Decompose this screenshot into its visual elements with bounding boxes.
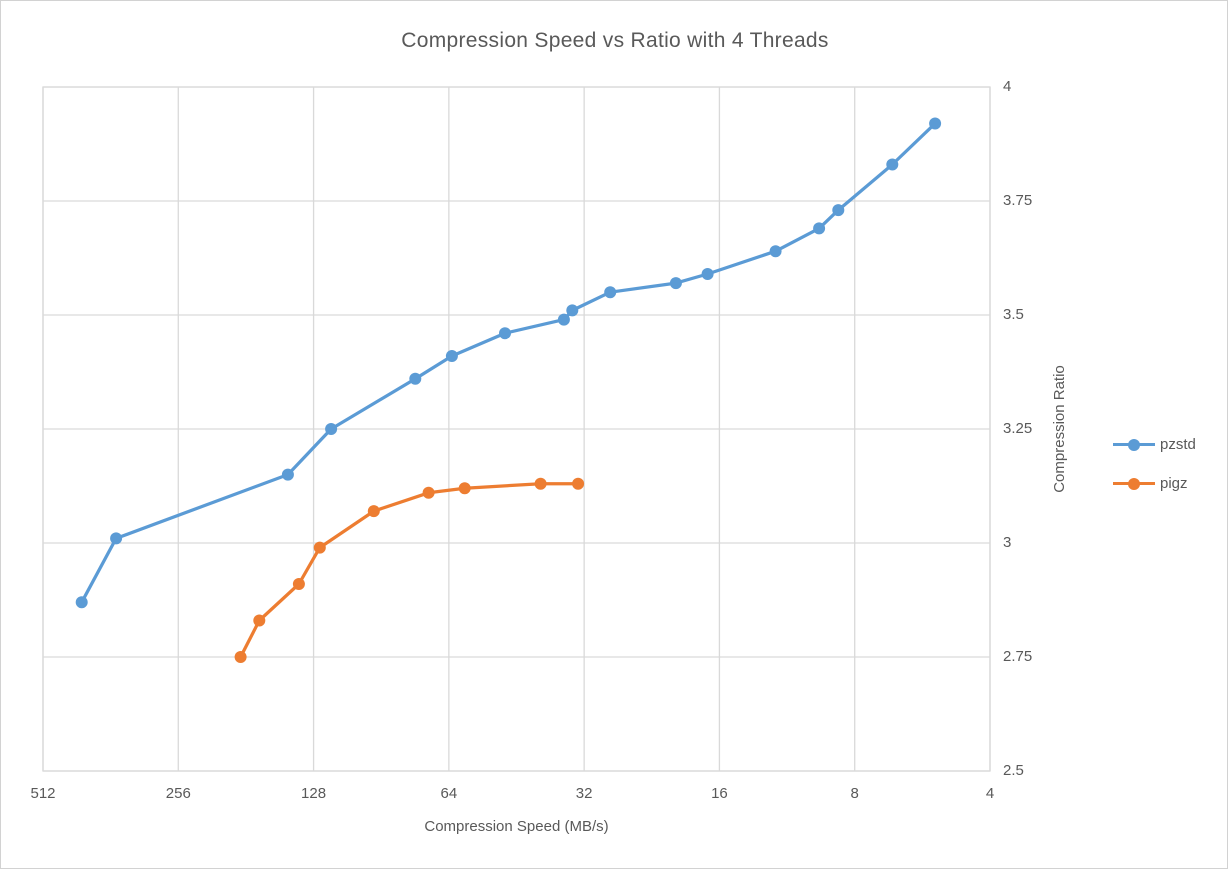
legend-label-pigz: pigz [1160,475,1188,492]
data-point-pzstd [886,158,899,171]
x-tick-label: 256 [165,785,191,802]
series-line-pigz [239,482,579,658]
plot-border [42,86,991,772]
y-axis-title: Compression Ratio [1051,365,1068,493]
data-point-pigz [313,541,326,554]
data-point-pzstd [832,204,845,217]
data-point-pzstd [701,268,714,280]
x-tick-label: 128 [301,785,327,802]
data-point-pzstd [929,117,942,130]
legend-label-pzstd: pzstd [1160,436,1196,453]
x-tick-label: 16 [711,785,728,802]
data-point-pigz [422,486,435,499]
y-tick-label: 2.5 [1003,762,1024,779]
data-point-pigz [534,477,547,490]
y-tick-label: 2.75 [1003,648,1033,665]
data-point-pigz [458,482,471,495]
data-point-pzstd [409,372,422,385]
y-tick-label: 3.75 [1003,192,1033,209]
data-point-pigz [253,614,266,627]
legend-marker-pzstd-icon [1113,438,1155,451]
data-point-pigz [367,505,380,518]
legend-item-pigz[interactable]: pigz [1113,464,1196,503]
legend-item-pzstd[interactable]: pzstd [1113,425,1196,464]
data-point-pigz [292,578,305,590]
series-line-pzstd [80,122,937,604]
legend: pzstd pigz [1113,425,1196,503]
chart-title: Compression Speed vs Ratio with 4 Thread… [401,29,829,52]
data-point-pzstd [325,423,338,435]
x-tick-label: 4 [985,785,995,802]
data-point-pigz [572,477,585,490]
data-point-pzstd [604,286,617,299]
legend-marker-pigz-icon [1113,477,1155,490]
y-tick-label: 3 [1003,534,1012,551]
data-point-pzstd [281,468,294,481]
x-tick-label: 32 [575,785,593,802]
data-point-pzstd [445,350,458,362]
data-point-pzstd [499,327,511,340]
x-tick-label: 8 [850,785,859,802]
data-point-pigz [234,651,247,663]
data-point-pzstd [557,313,570,326]
data-point-pzstd [813,222,826,235]
x-tick-label: 64 [440,785,458,802]
x-axis-title: Compression Speed (MB/s) [424,818,609,835]
data-point-pzstd [769,245,782,258]
data-point-pzstd [75,596,88,609]
y-tick-label: 3.5 [1003,306,1024,323]
x-tick-label: 512 [30,785,56,802]
data-point-pzstd [566,304,579,317]
data-point-pzstd [110,532,123,545]
y-tick-label: 4 [1003,78,1012,95]
data-point-pzstd [669,277,682,290]
y-tick-label: 3.25 [1003,420,1033,437]
